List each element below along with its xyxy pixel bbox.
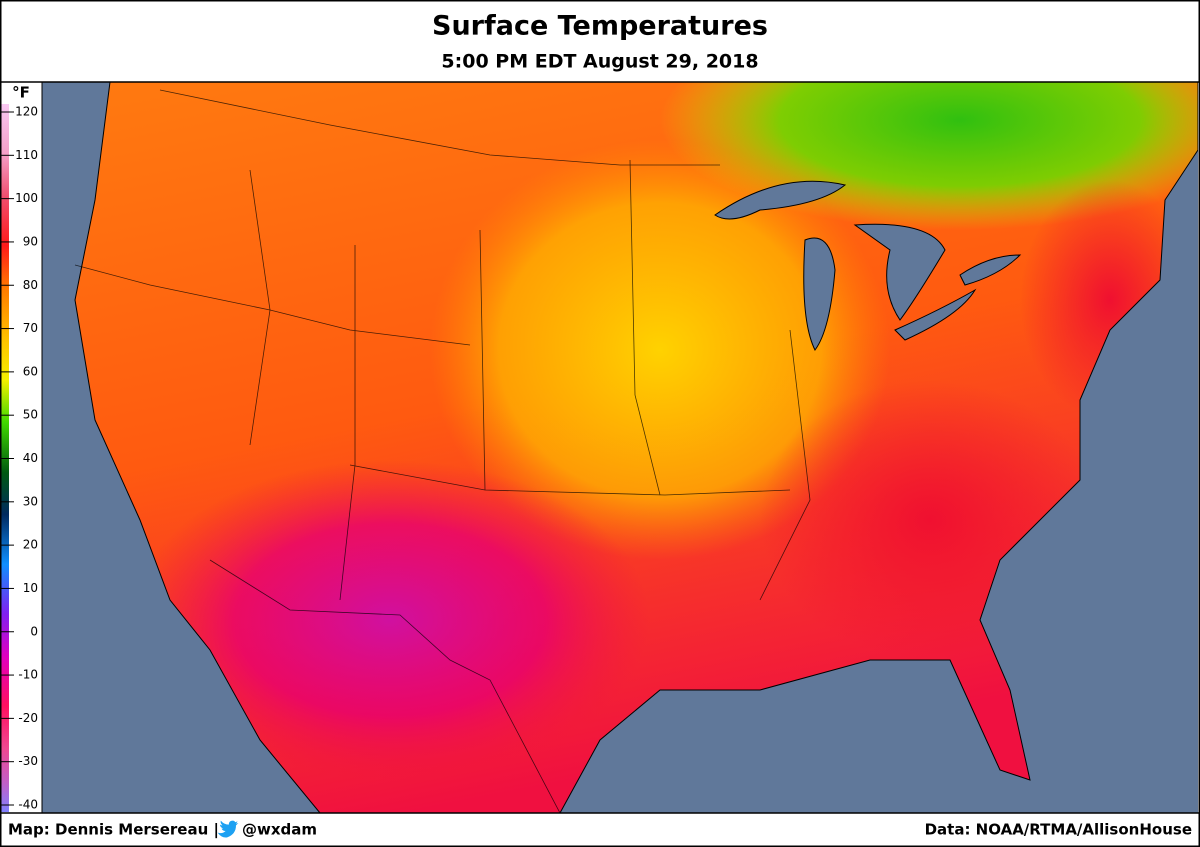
tick-label: 0 — [30, 624, 38, 638]
tick-label: 80 — [23, 278, 38, 292]
footer-credit: Map: Dennis Mersereau | — [8, 821, 219, 840]
subtitle: 5:00 PM EDT August 29, 2018 — [441, 51, 758, 73]
tick-label: 120 — [15, 105, 38, 119]
tick-label: 90 — [23, 234, 38, 248]
tick-label: 30 — [23, 494, 38, 508]
footer-handle: @wxdam — [242, 821, 317, 839]
borders — [74, 89, 811, 813]
great-lakes — [714, 180, 1022, 351]
tick-label: 100 — [15, 191, 38, 205]
tick-label: 60 — [23, 364, 38, 378]
map — [42, 82, 1198, 813]
tick-label: 10 — [23, 581, 38, 595]
legend-unit: °F — [12, 84, 30, 102]
tick-label: 40 — [23, 451, 38, 465]
tick-label: -10 — [18, 668, 38, 682]
twitter-icon — [217, 820, 239, 838]
footer-source: Data: NOAA/RTMA/AllisonHouse — [925, 821, 1192, 839]
tick-label: 70 — [23, 321, 38, 335]
title: Surface Temperatures — [432, 11, 768, 42]
tick-label: -20 — [18, 711, 38, 725]
tick-label: 50 — [23, 408, 38, 422]
tick-label: 110 — [15, 148, 38, 162]
tick-label: 20 — [23, 538, 38, 552]
tick-label: -30 — [18, 754, 38, 768]
tick-label: -40 — [18, 798, 38, 812]
